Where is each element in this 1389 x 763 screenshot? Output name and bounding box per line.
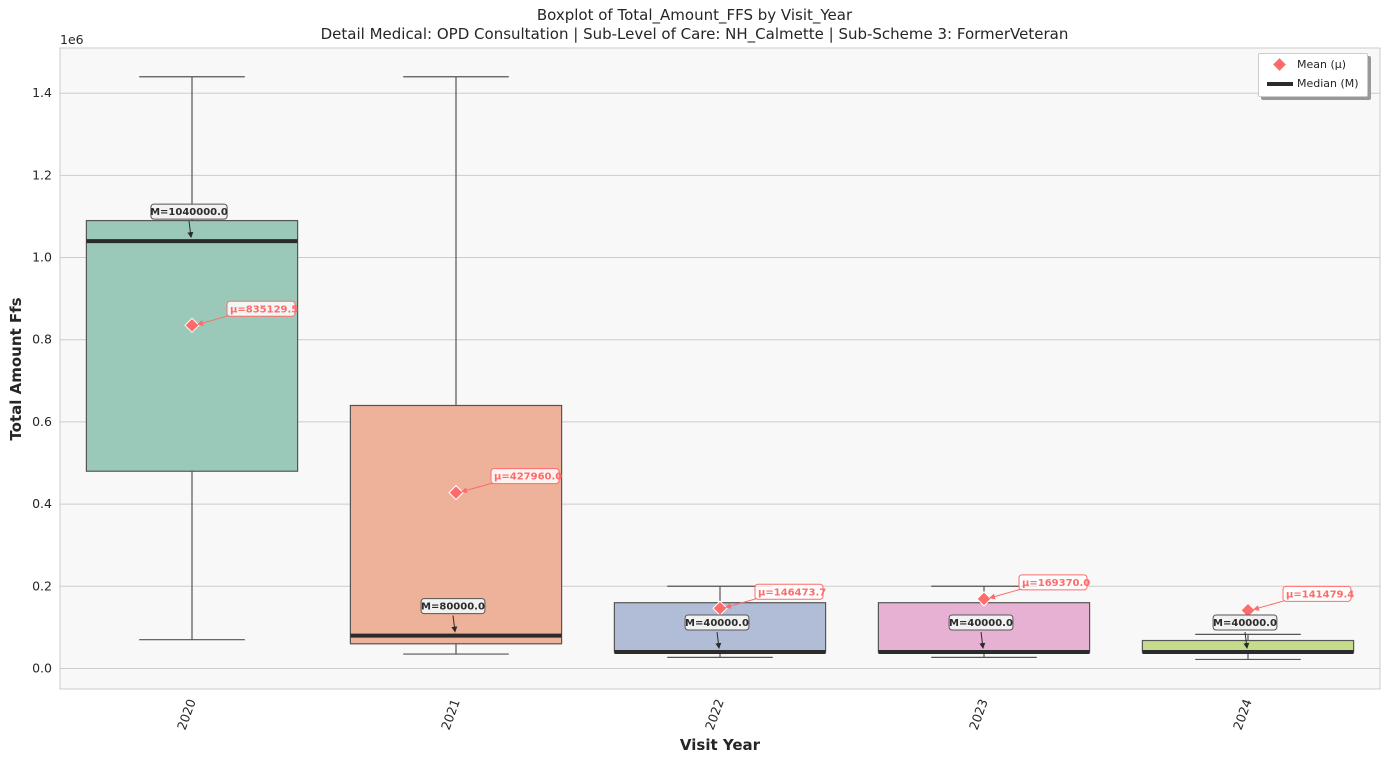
mean-annotation-box [490, 468, 560, 485]
mean-annotation-arrow [725, 597, 759, 609]
y-tick-label: 1.0 [32, 250, 52, 265]
median-annotation-text: M=80000.0 [421, 602, 485, 613]
chart-title: Boxplot of Total_Amount_FFS by Visit_Yea… [536, 6, 853, 24]
mean-annotation-text: μ=141479.4 [1286, 589, 1354, 600]
x-tick-label: 2021 [438, 697, 463, 732]
mean-marker [184, 317, 200, 334]
median-annotation-arrow [451, 615, 458, 633]
y-axis-ticks: 0.0 0.2 0.4 0.6 0.8 1.0 1.2 1.4 [32, 85, 52, 675]
x-tick-label: 2020 [174, 697, 199, 732]
median-annotation-text: M=40000.0 [949, 618, 1013, 629]
box-group-2024: M=40000.0 μ=141479.4 [1141, 585, 1354, 661]
median-annotation-box [150, 203, 228, 220]
median-annotation-box [948, 614, 1014, 631]
mean-annotation-arrow [461, 482, 495, 494]
x-tick-label: 2022 [702, 697, 727, 732]
x-tick-label: 2024 [1230, 697, 1255, 732]
x-tick-label: 2023 [966, 697, 991, 732]
median-annotation-arrow [1243, 631, 1250, 650]
median-annotation-arrow [979, 631, 986, 650]
y-tick-label: 0.6 [32, 414, 52, 429]
legend-label-median: Median (M) [1297, 77, 1359, 90]
mean-marker [448, 484, 464, 501]
box-iqr [85, 219, 299, 472]
median-annotation-box [1212, 614, 1278, 631]
y-tick-label: 1.2 [32, 167, 52, 182]
mean-annotation-box [226, 300, 296, 317]
mean-annotation-text: μ=427960.0 [494, 472, 562, 483]
legend-item-mean: Mean (μ) [1259, 56, 1367, 74]
median-annotation-box [420, 598, 486, 615]
median-annotation-arrow [187, 221, 194, 239]
mean-annotation-arrow [1253, 599, 1287, 611]
mean-annotation-box [1018, 574, 1088, 591]
mean-marker [976, 591, 992, 607]
mean-annotation-box [1282, 585, 1352, 602]
y-tick-label: 0.8 [32, 332, 52, 347]
legend: Mean (μ) Median (M) [1258, 53, 1368, 97]
median-annotation-box [684, 614, 750, 631]
mean-annotation-text: μ=169370.0 [1022, 578, 1090, 589]
legend-item-median: Median (M) [1259, 75, 1367, 93]
median-line-icon [1267, 75, 1293, 93]
diamond-marker-icon [1267, 56, 1293, 74]
chart-subtitle: Detail Medical: OPD Consultation | Sub-L… [320, 25, 1069, 43]
y-tick-label: 1.4 [32, 85, 52, 100]
x-axis-ticks: 2020 2021 2022 2023 2024 [174, 697, 1255, 732]
box-group-2021: M=80000.0 μ=427960.0 [349, 76, 562, 655]
box-series: M=1040000.0 μ=835129.5 M=80000.0 μ=427960.0… [85, 76, 1354, 661]
x-axis-label: Visit Year [680, 736, 761, 754]
median-annotation-text: M=40000.0 [685, 618, 749, 629]
box-group-2022: M=40000.0 μ=146473.7 [613, 583, 826, 658]
median-annotation-text: M=1040000.0 [150, 207, 228, 218]
median-annotation-arrow [715, 631, 722, 650]
legend-label-mean: Mean (μ) [1297, 58, 1347, 71]
y-tick-label: 0.0 [32, 660, 52, 675]
median-annotation-text: M=40000.0 [1213, 618, 1277, 629]
mean-annotation-box [754, 583, 824, 600]
y-axis-offset-text: 1e6 [60, 32, 84, 47]
y-axis-label: Total Amount Ffs [7, 297, 25, 440]
y-tick-label: 0.4 [32, 496, 52, 511]
mean-annotation-text: μ=146473.7 [758, 587, 826, 598]
box-group-2023: M=40000.0 μ=169370.0 [877, 574, 1090, 658]
y-tick-label: 0.2 [32, 578, 52, 593]
mean-annotation-arrow [197, 314, 231, 326]
mean-annotation-arrow [989, 588, 1023, 600]
mean-annotation-text: μ=835129.5 [230, 304, 298, 315]
box-group-2020: M=1040000.0 μ=835129.5 [85, 76, 299, 641]
